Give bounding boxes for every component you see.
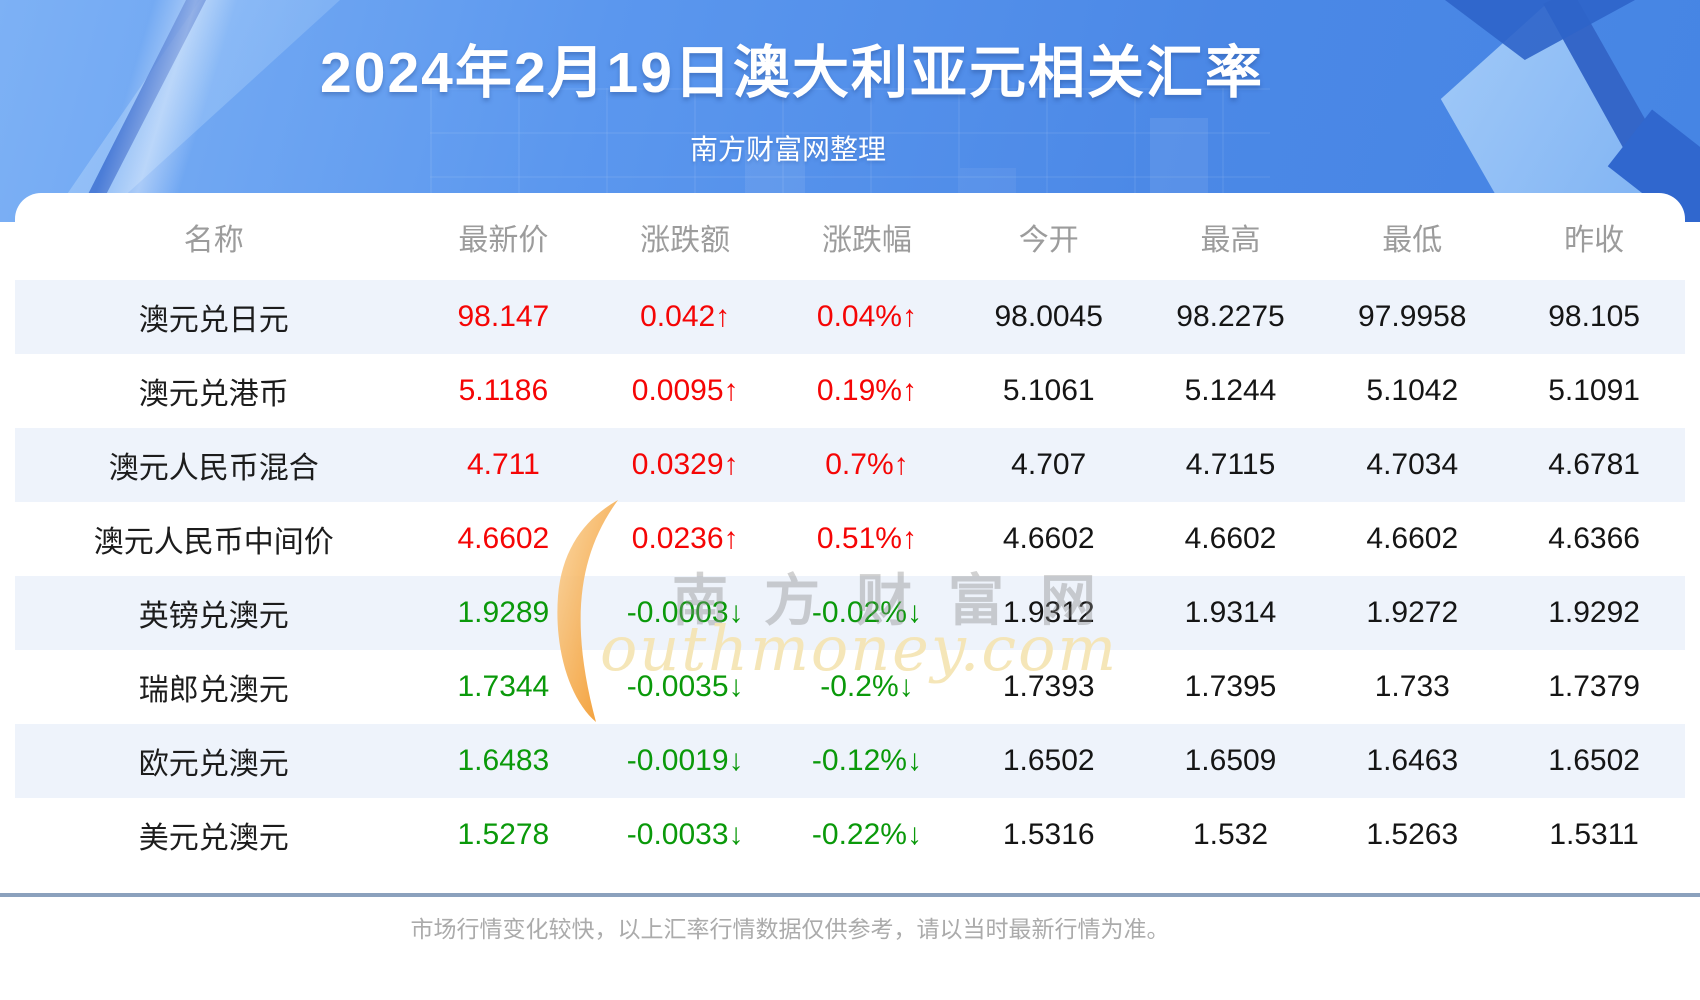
- latest-price-cell: 1.9289: [457, 596, 550, 629]
- prev-close-cell: 1.5311: [1549, 818, 1639, 851]
- high-cell: 1.532: [1192, 818, 1269, 851]
- banner-titles: 2024年2月19日澳大利亚元相关汇率 南方财富网整理: [0, 0, 1700, 168]
- open-cell: 1.7393: [1002, 670, 1095, 703]
- pair-name-cell: 美元兑澳元: [138, 822, 289, 855]
- rates-table: 名称 最新价 涨跌额 涨跌幅 今开 最高 最低 昨收 澳元兑日元 98.147 …: [15, 193, 1685, 872]
- pair-name-cell: 英镑兑澳元: [138, 600, 289, 633]
- latest-price-cell: 1.7344: [457, 670, 550, 703]
- table-row: 澳元人民币中间价 4.6602 0.0236↑ 0.51%↑ 4.6602 4.…: [15, 502, 1685, 576]
- low-cell: 1.733: [1374, 670, 1450, 703]
- latest-price-cell: 4.6602: [457, 522, 550, 555]
- prev-close-cell: 4.6366: [1548, 522, 1640, 555]
- col-header-latest: 最新价: [458, 223, 549, 257]
- change-amount-cell: -0.0003↓: [626, 596, 744, 629]
- high-cell: 4.6602: [1184, 522, 1277, 555]
- latest-price-cell: 1.5278: [457, 818, 550, 851]
- change-percent-cell: 0.51%↑: [816, 522, 917, 555]
- pair-name-cell: 澳元兑港币: [138, 378, 289, 411]
- table-header-row: 名称 最新价 涨跌额 涨跌幅 今开 最高 最低 昨收: [15, 193, 1685, 280]
- prev-close-cell: 5.1091: [1548, 374, 1640, 407]
- low-cell: 1.5263: [1366, 818, 1459, 851]
- footer-disclaimer: 市场行情变化较快，以上汇率行情数据仅供参考，请以当时最新行情为准。: [410, 916, 1170, 942]
- change-amount-cell: 0.0095↑: [631, 374, 739, 407]
- table-row: 欧元兑澳元 1.6483 -0.0019↓ -0.12%↓ 1.6502 1.6…: [15, 724, 1685, 798]
- table-row: 澳元兑日元 98.147 0.042↑ 0.04%↑ 98.0045 98.22…: [15, 280, 1685, 354]
- col-header-high: 最高: [1200, 223, 1261, 257]
- high-cell: 5.1244: [1184, 374, 1277, 407]
- prev-close-cell: 1.9292: [1548, 596, 1640, 629]
- table-row: 瑞郎兑澳元 1.7344 -0.0035↓ -0.2%↓ 1.7393 1.73…: [15, 650, 1685, 724]
- open-cell: 4.707: [1011, 448, 1087, 481]
- prev-close-cell: 1.7379: [1548, 670, 1640, 703]
- page-subtitle: 南方财富网整理: [689, 134, 886, 165]
- high-cell: 4.7115: [1185, 448, 1276, 481]
- change-percent-cell: -0.2%↓: [820, 670, 914, 703]
- col-header-name: 名称: [183, 223, 244, 257]
- page-title: 2024年2月19日澳大利亚元相关汇率: [320, 41, 1264, 105]
- pair-name-cell: 澳元人民币混合: [108, 452, 319, 485]
- change-percent-cell: -0.02%↓: [811, 596, 922, 629]
- change-percent-cell: -0.12%↓: [811, 744, 922, 777]
- change-amount-cell: 0.0329↑: [631, 448, 739, 481]
- open-cell: 4.6602: [1002, 522, 1095, 555]
- pair-name-cell: 澳元兑日元: [138, 304, 289, 337]
- col-header-change: 涨跌额: [640, 223, 731, 257]
- prev-close-cell: 4.6781: [1548, 448, 1640, 481]
- latest-price-cell: 98.147: [457, 300, 550, 333]
- table-row: 澳元人民币混合 4.711 0.0329↑ 0.7%↑ 4.707 4.7115…: [15, 428, 1685, 502]
- banner: 2024年2月19日澳大利亚元相关汇率 南方财富网整理: [0, 0, 1700, 222]
- rate-table-body: 澳元兑日元 98.147 0.042↑ 0.04%↑ 98.0045 98.22…: [15, 280, 1685, 872]
- high-cell: 1.6509: [1184, 744, 1277, 777]
- pair-name-cell: 欧元兑澳元: [138, 748, 289, 781]
- high-cell: 1.9314: [1184, 596, 1277, 629]
- open-cell: 5.1061: [1002, 374, 1095, 407]
- latest-price-cell: 5.1186: [458, 374, 549, 407]
- col-header-low: 最低: [1382, 223, 1443, 257]
- col-header-open: 今开: [1018, 223, 1079, 257]
- high-cell: 98.2275: [1176, 300, 1285, 333]
- table-row: 澳元兑港币 5.1186 0.0095↑ 0.19%↑ 5.1061 5.124…: [15, 354, 1685, 428]
- pair-name-cell: 瑞郎兑澳元: [138, 674, 289, 707]
- change-percent-cell: -0.22%↓: [811, 818, 922, 851]
- open-cell: 1.5316: [1002, 818, 1095, 851]
- table-row: 美元兑澳元 1.5278 -0.0033↓ -0.22%↓ 1.5316 1.5…: [15, 798, 1685, 872]
- low-cell: 4.7034: [1366, 448, 1459, 481]
- change-amount-cell: 0.0236↑: [631, 522, 739, 555]
- latest-price-cell: 4.711: [466, 448, 540, 481]
- change-amount-cell: 0.042↑: [640, 300, 731, 333]
- col-header-change-pct: 涨跌幅: [821, 223, 912, 257]
- pair-name-cell: 澳元人民币中间价: [93, 526, 334, 559]
- footer-divider: [0, 893, 1700, 897]
- change-amount-cell: -0.0019↓: [626, 744, 744, 777]
- open-cell: 1.6502: [1002, 744, 1095, 777]
- prev-close-cell: 98.105: [1548, 300, 1640, 333]
- low-cell: 1.9272: [1366, 596, 1459, 629]
- latest-price-cell: 1.6483: [457, 744, 550, 777]
- low-cell: 1.6463: [1366, 744, 1459, 777]
- col-header-prev-close: 昨收: [1564, 223, 1625, 257]
- open-cell: 98.0045: [994, 300, 1103, 333]
- low-cell: 5.1042: [1366, 374, 1459, 407]
- change-percent-cell: 0.19%↑: [816, 374, 917, 407]
- change-percent-cell: 0.7%↑: [825, 448, 909, 481]
- change-amount-cell: -0.0033↓: [626, 818, 744, 851]
- rates-card: 名称 最新价 涨跌额 涨跌幅 今开 最高 最低 昨收 澳元兑日元 98.147 …: [15, 193, 1685, 872]
- high-cell: 1.7395: [1184, 670, 1277, 703]
- low-cell: 4.6602: [1366, 522, 1459, 555]
- table-row: 英镑兑澳元 1.9289 -0.0003↓ -0.02%↓ 1.9312 1.9…: [15, 576, 1685, 650]
- change-amount-cell: -0.0035↓: [626, 670, 744, 703]
- low-cell: 97.9958: [1358, 300, 1467, 333]
- open-cell: 1.9312: [1002, 596, 1095, 629]
- prev-close-cell: 1.6502: [1548, 744, 1640, 777]
- change-percent-cell: 0.04%↑: [816, 300, 917, 333]
